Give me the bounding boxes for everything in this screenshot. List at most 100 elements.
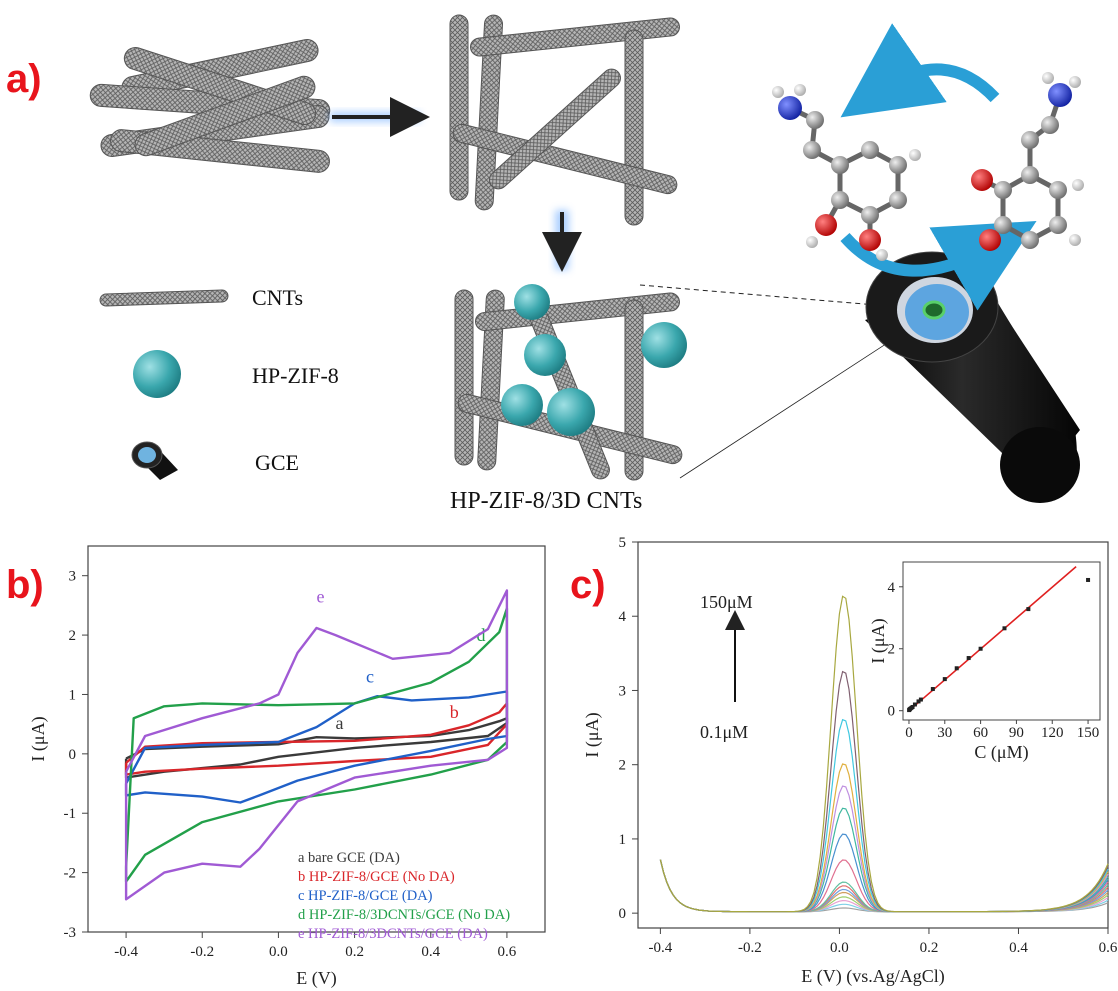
panel-label-b: b)	[6, 563, 44, 607]
y-tick-label: 2	[69, 628, 77, 644]
inset-data-point	[942, 677, 947, 682]
panel-a: a)	[6, 14, 1084, 514]
x-tick-label: 0.4	[1009, 940, 1028, 956]
inset-data-point	[918, 697, 923, 702]
y-tick-label: 4	[619, 609, 627, 625]
cnt-tube-icon	[99, 289, 229, 307]
legend-entry-b: b HP-ZIF-8/GCE (No DA)	[298, 869, 455, 885]
inset-data-point	[954, 666, 959, 671]
inset-data-point	[1086, 577, 1091, 582]
zif-sphere-icon	[133, 350, 181, 398]
x-tick-label: -0.4	[114, 944, 138, 960]
cnt-3d-frame-illustration	[449, 14, 680, 226]
dpv-curve	[659, 785, 1109, 913]
inset-calibration-plot: 0 30 60 90 120 150 0 2 4 C (μM) I (μA)	[868, 561, 1101, 763]
y-tick-label: 2	[619, 758, 627, 774]
inset-x-tick-label: 0	[905, 725, 913, 741]
annotation-150um: 150μM	[700, 592, 753, 612]
x-tick-label: 0.0	[830, 940, 849, 956]
dpv-curve	[659, 718, 1109, 913]
dpv-curve	[659, 859, 1109, 913]
y-tick-label: 1	[69, 687, 77, 703]
x-tick-label: 0.4	[421, 944, 440, 960]
curve-letter-a: a	[336, 713, 344, 733]
dpv-curve	[659, 859, 1109, 913]
inset-data-point	[1002, 626, 1007, 631]
curve-letter-c: c	[366, 667, 374, 687]
panel-b: b) -0.4 -0.2 0.0 0.2 0.4 0.6 -3 -2 -1 0 1 2 3 E (V) I …	[6, 545, 546, 989]
y-tick-label: -2	[64, 866, 77, 882]
x-tick-label: -0.2	[190, 944, 214, 960]
curved-arrow-top-icon	[840, 23, 1000, 118]
cv-curve-e	[124, 589, 509, 901]
dpv-curve	[659, 859, 1109, 913]
y-tick-label: 0	[619, 906, 627, 922]
plot-frame	[87, 545, 546, 933]
plot-frame	[637, 541, 1109, 929]
dpv-curve	[659, 859, 1109, 913]
x-tick-label: 0.2	[920, 940, 939, 956]
inset-y-tick-label: 2	[888, 642, 896, 658]
inset-data-point	[1026, 607, 1031, 612]
curved-arrow-bottom-icon	[840, 220, 1037, 311]
redox-cycle-arrows	[840, 23, 1037, 311]
dpv-curve	[659, 859, 1109, 913]
schematic-legend: CNTs HP-ZIF-8 GCE	[99, 285, 339, 480]
inset-data-point	[930, 687, 935, 692]
x-tick-label: -0.4	[649, 940, 673, 956]
legend-entry-d: d HP-ZIF-8/3DCNTs/GCE (No DA)	[298, 907, 510, 923]
y-axis-title: I (μA)	[28, 716, 49, 761]
x-axis-title: E (V)	[296, 968, 336, 989]
inset-frame	[902, 561, 1101, 721]
inset-x-axis-title: C (μM)	[974, 742, 1028, 763]
y-axis-title: I (μA)	[582, 712, 603, 757]
inset-data-point	[916, 699, 921, 704]
electrode-icon	[131, 441, 178, 480]
panel-c: c) -0.4 -0.2 0.0 0.2 0.4 0.6 0 1 2 3 4 5 E (V) (vs.A…	[570, 535, 1118, 987]
inset-x-tick-label: 120	[1041, 725, 1064, 741]
legend-label-gce: GCE	[255, 450, 299, 475]
dpv-curve	[659, 807, 1109, 913]
curve-letter-d: d	[476, 625, 485, 645]
inset-data-point	[910, 704, 915, 709]
inset-x-tick-label: 150	[1077, 725, 1100, 741]
x-tick-label: 0.6	[498, 944, 517, 960]
dopamine-molecule-illustration	[772, 84, 921, 261]
inset-x-tick-label: 30	[937, 725, 952, 741]
panel-label-a: a)	[6, 57, 42, 101]
dpv-curve	[659, 859, 1109, 913]
y-tick-label: -1	[64, 806, 77, 822]
curve-letter-e: e	[317, 586, 325, 606]
inset-data-point	[966, 656, 971, 661]
composite-illustration	[454, 284, 687, 481]
dpv-curve	[659, 859, 1109, 913]
inset-fit-line	[908, 566, 1077, 712]
x-axis-title: E (V) (vs.Ag/AgCl)	[801, 966, 944, 987]
x-tick-label: 0.2	[345, 944, 364, 960]
x-tick-label: 0.0	[269, 944, 288, 960]
y-tick-label: -3	[64, 925, 77, 941]
dpv-chart: -0.4 -0.2 0.0 0.2 0.4 0.6 0 1 2 3 4 5 E (V) (vs.Ag/A…	[582, 535, 1118, 987]
electrode-cylinder-illustration	[865, 251, 1080, 503]
legend-label-cnts: CNTs	[252, 285, 303, 310]
cnt-bundle-illustration	[89, 38, 331, 173]
dpv-curve	[659, 833, 1109, 913]
composite-caption: HP-ZIF-8/3D CNTs	[450, 488, 642, 514]
inset-x-tick-label: 60	[973, 725, 988, 741]
inset-y-tick-label: 0	[888, 704, 896, 720]
y-tick-label: 1	[619, 832, 627, 848]
cv-chart: -0.4 -0.2 0.0 0.2 0.4 0.6 -3 -2 -1 0 1 2 3 E (V) I (μA…	[28, 545, 546, 989]
quinone-molecule-illustration	[971, 72, 1084, 251]
inset-data-point	[912, 702, 917, 707]
annotation-0-1um: 0.1μM	[700, 722, 748, 742]
x-tick-label: 0.6	[1099, 940, 1118, 956]
legend-entry-c: c HP-ZIF-8/GCE (DA)	[298, 888, 433, 904]
panel-label-c: c)	[570, 563, 606, 607]
dpv-curve	[659, 859, 1109, 913]
dpv-curve	[659, 859, 1109, 913]
legend-entry-e: e HP-ZIF-8/3DCNTs/GCE (DA)	[298, 926, 488, 942]
dpv-curve	[659, 763, 1109, 913]
curve-letter-b: b	[450, 702, 459, 722]
y-tick-label: 0	[69, 747, 77, 763]
